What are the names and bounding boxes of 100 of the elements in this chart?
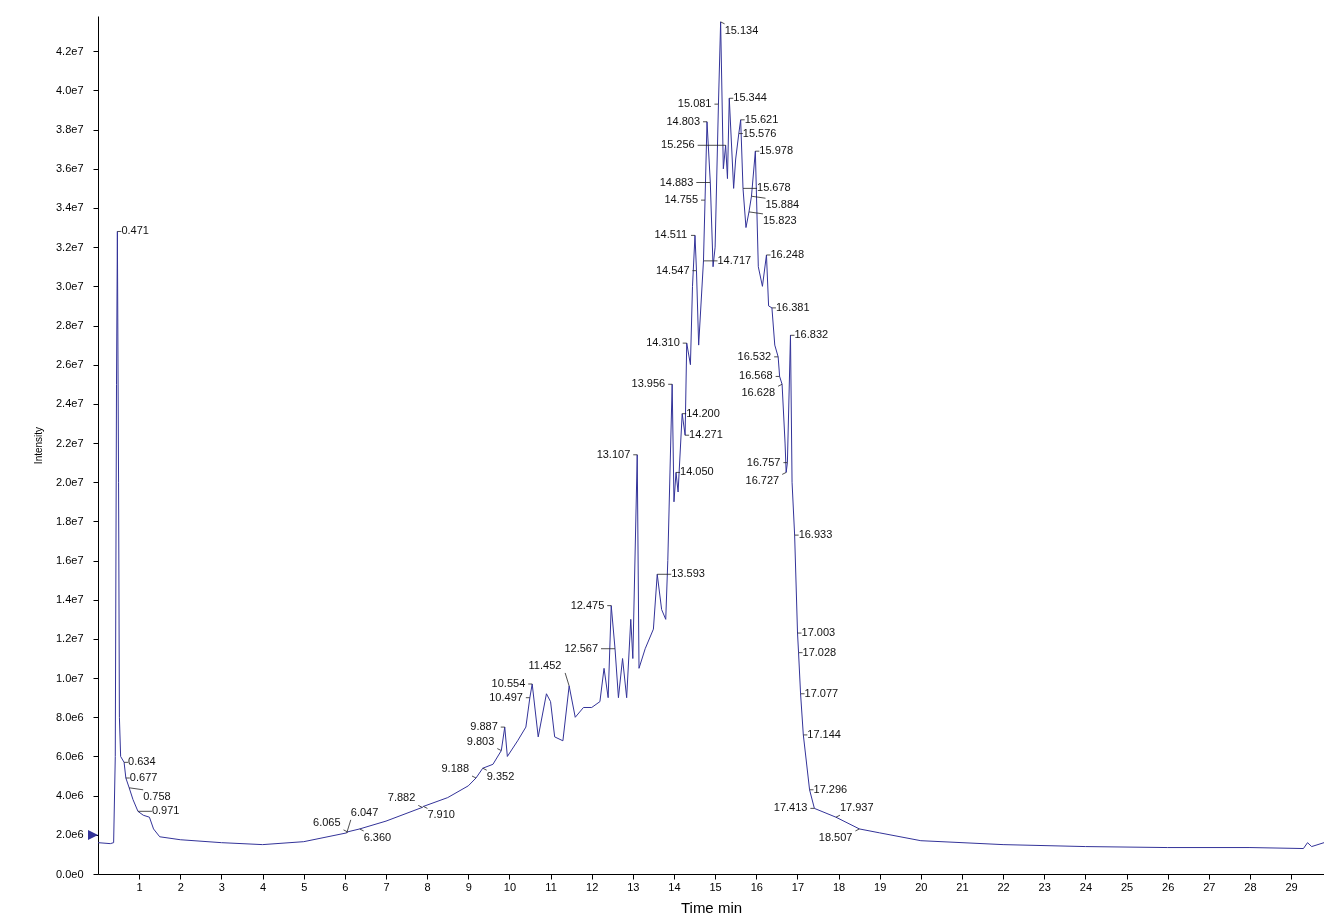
annotation: 14.200 (686, 406, 720, 419)
y-tick-label: 1.2e7 (55, 632, 84, 645)
annotation: 14.755 (664, 193, 699, 206)
x-tick-label: 19 (874, 880, 887, 893)
annotation: 16.832 (794, 328, 829, 341)
annotation: 16.628 (741, 386, 776, 399)
annotation: 15.678 (757, 181, 791, 194)
annotation: 14.717 (717, 253, 752, 266)
annotation: 6.065 (313, 815, 341, 828)
annotation: 15.978 (759, 144, 794, 157)
annotation: 14.271 (689, 428, 723, 441)
y-tick-label: 2.2e7 (55, 436, 84, 449)
y-tick-label: 1.6e7 (55, 554, 84, 567)
annotation: 18.507 (818, 830, 853, 843)
x-tick-label: 28 (1244, 880, 1257, 893)
x-tick-label: 14 (668, 880, 681, 893)
annotation: 16.381 (775, 300, 810, 313)
annotation: 17.296 (813, 782, 848, 795)
x-tick-label: 4 (260, 880, 267, 893)
annotation: 17.077 (804, 686, 839, 699)
annotation: 17.937 (839, 801, 874, 814)
annotation: 17.413 (773, 801, 808, 814)
x-tick-label: 20 (915, 880, 928, 893)
annotation: 0.971 (151, 804, 180, 817)
annotation: 15.884 (765, 198, 800, 211)
y-tick-label: 2.4e7 (55, 397, 84, 410)
annotation: 11.452 (528, 658, 562, 671)
x-tick-label: 8 (424, 880, 431, 893)
annotation: 9.803 (466, 734, 495, 747)
y-tick-label: 2.0e7 (55, 475, 84, 488)
annotation: 6.047 (350, 805, 379, 818)
annotation: 14.547 (655, 263, 690, 276)
annotation: 9.188 (441, 762, 470, 775)
annotation: 0.677 (129, 771, 158, 784)
y-tick-label: 3.6e7 (55, 162, 84, 175)
annotation: 7.882 (387, 791, 416, 804)
x-tick-label: 7 (383, 880, 390, 893)
annotation: 16.727 (745, 474, 780, 487)
x-tick-label: 9 (465, 880, 472, 893)
x-tick-label: 11 (545, 880, 557, 893)
x-tick-label: 15 (709, 880, 722, 893)
annotation: 17.003 (801, 626, 836, 639)
annotation: 7.910 (427, 808, 455, 821)
y-tick-label: 6.0e6 (55, 749, 84, 762)
y-tick-label: 4.0e7 (55, 83, 84, 96)
annotation: 15.344 (733, 91, 767, 104)
annotation: 12.475 (570, 598, 605, 611)
annotation: 13.107 (596, 447, 631, 460)
annotation: 13.956 (631, 377, 666, 390)
annotation: 9.352 (486, 770, 515, 783)
y-tick-label: 0.0e0 (55, 867, 84, 880)
x-tick-label: 10 (503, 880, 517, 893)
annotation: 14.803 (666, 114, 701, 127)
annotation: 16.933 (798, 528, 833, 541)
annotation: 13.593 (671, 567, 705, 580)
y-tick-label: 3.0e7 (55, 279, 84, 292)
x-tick-label: 27 (1203, 880, 1216, 893)
annotation: 0.634 (128, 755, 156, 768)
y-axis-title: Intensity (32, 426, 44, 465)
x-tick-label: 12 (586, 880, 599, 893)
x-tick-label: 25 (1120, 880, 1134, 893)
x-tick-label: 3 (218, 880, 225, 893)
y-tick-label: 2.8e7 (55, 319, 84, 332)
y-tick-label: 8.0e6 (55, 710, 84, 723)
annotation: 14.511 (654, 228, 688, 241)
annotation: 16.532 (737, 349, 772, 362)
x-tick-label: 17 (791, 880, 805, 893)
y-tick-label: 1.4e7 (55, 593, 84, 606)
annotation: 14.310 (646, 336, 680, 349)
x-tick-label: 26 (1162, 880, 1175, 893)
x-tick-label: 21 (956, 880, 969, 893)
x-tick-label: 2 (177, 880, 184, 893)
x-tick-label: 23 (1038, 880, 1051, 893)
y-tick-label: 2.6e7 (55, 358, 84, 371)
annotation: 10.497 (489, 690, 523, 703)
y-tick-label: 3.8e7 (55, 123, 84, 136)
x-tick-label: 16 (750, 880, 763, 893)
annotation: 0.758 (143, 789, 171, 802)
x-tick-label: 29 (1285, 880, 1298, 893)
annotation: 10.554 (491, 676, 526, 689)
annotation: 15.823 (762, 213, 797, 226)
annotation: 9.887 (470, 720, 498, 733)
annotation: 16.757 (746, 455, 781, 468)
y-tick-label: 2.0e6 (55, 828, 84, 841)
y-tick-label: 1.8e7 (55, 514, 84, 527)
x-tick-label: 24 (1079, 880, 1093, 893)
y-tick-label: 3.2e7 (55, 240, 84, 253)
x-tick-label: 5 (301, 880, 308, 893)
y-tick-label: 4.2e7 (55, 44, 84, 57)
annotation: 6.360 (363, 830, 392, 843)
annotation: 0.471 (121, 224, 149, 237)
x-tick-label: 6 (342, 880, 349, 893)
x-tick-label: 1 (136, 880, 143, 893)
y-tick-label: 1.0e7 (55, 671, 84, 684)
line-series (98, 21, 1324, 850)
y-tick-label: 3.4e7 (55, 201, 84, 214)
x-tick-label: 18 (832, 880, 846, 893)
annotation: 16.248 (770, 247, 805, 260)
annotation: 15.621 (744, 112, 779, 125)
annotation: 15.576 (742, 126, 777, 139)
